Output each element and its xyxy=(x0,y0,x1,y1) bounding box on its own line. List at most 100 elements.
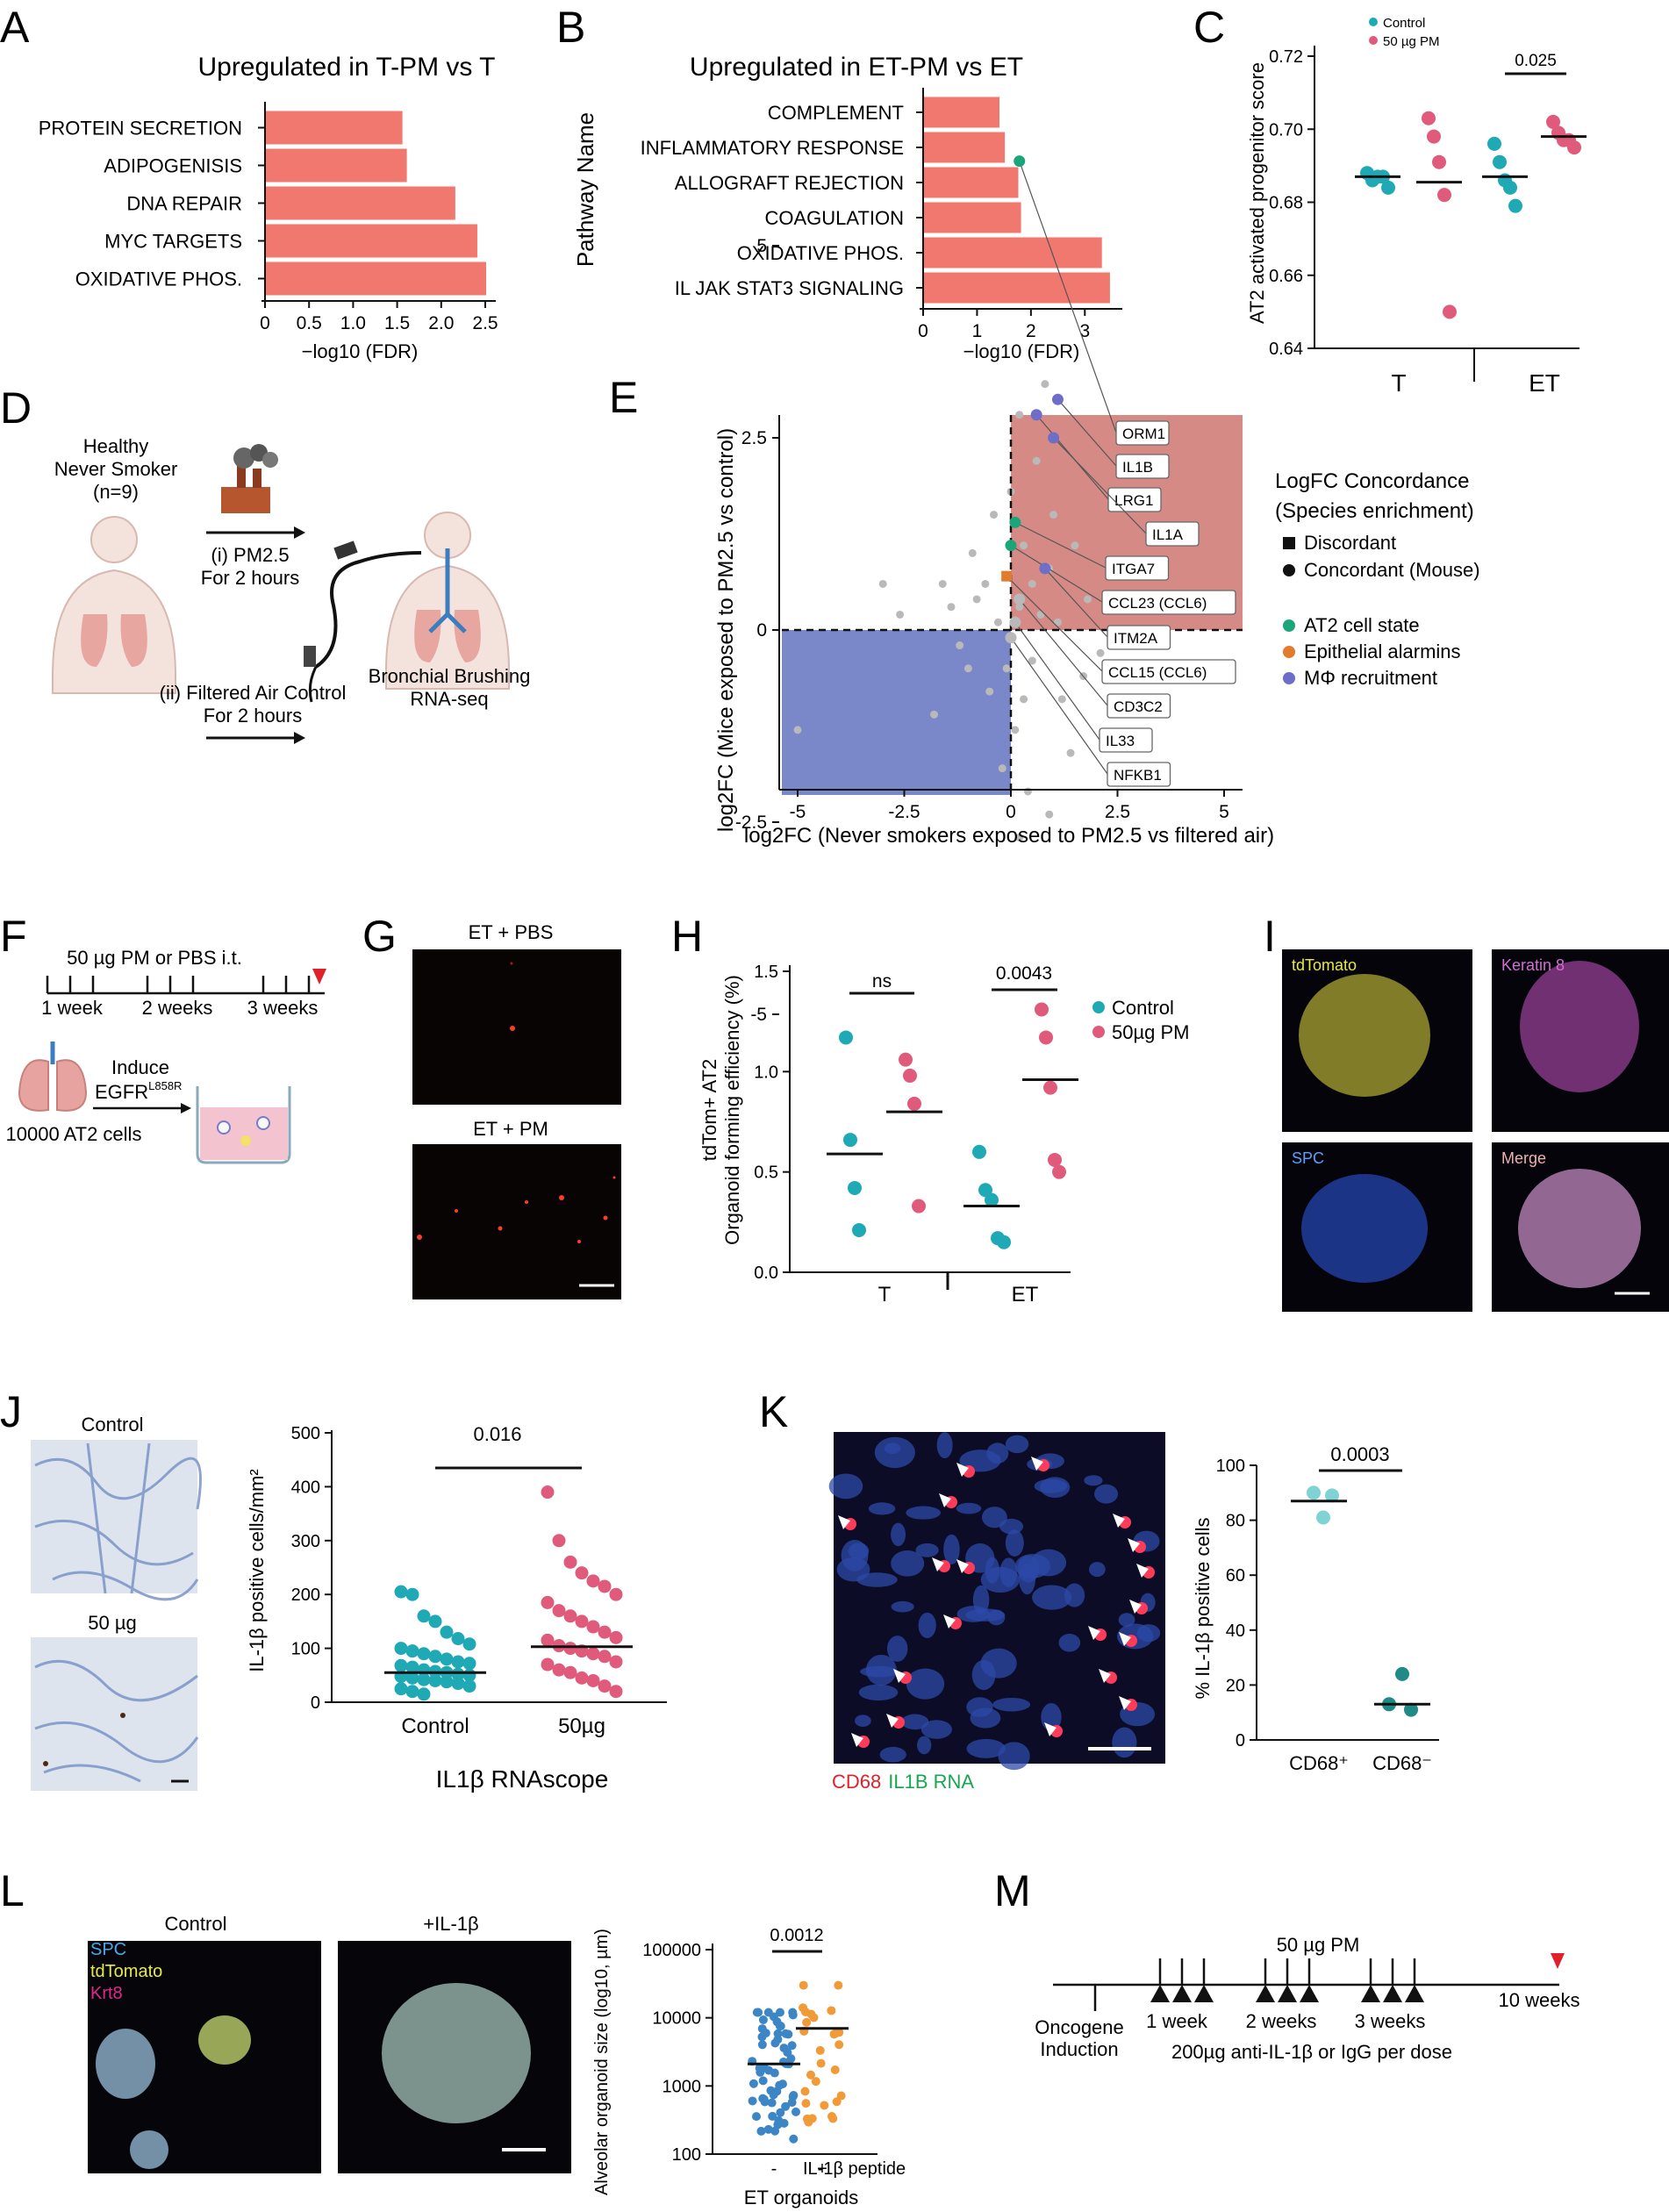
j-control-point-3 xyxy=(428,1614,442,1629)
j-control-point-13 xyxy=(462,1657,476,1671)
xtick-label-a-2: 1.0 xyxy=(340,313,366,333)
k-nucleus-59 xyxy=(956,1502,982,1514)
panel-c-ylabel: AT2 activated progenitor score xyxy=(1246,62,1268,324)
h-group-t: T xyxy=(878,1283,892,1306)
panel-d-result-line2: RNA-seq xyxy=(410,688,488,710)
j-control-point-2 xyxy=(417,1609,431,1623)
panel-f-egfr: EGFRL858R xyxy=(95,1079,182,1103)
panel-l-dot-plot: 100 1000 10000 100000 0.0012 - + xyxy=(642,1926,877,2179)
panel-label-m: M xyxy=(994,1866,1031,1915)
l-group-minus: - xyxy=(771,2159,777,2179)
l-minus-point-22 xyxy=(756,2067,765,2077)
l-minus-point-40 xyxy=(788,2008,798,2017)
panel-e-legend-alarmin: Epithelial alarmins xyxy=(1304,641,1461,662)
panel-label-i: I xyxy=(1264,912,1276,961)
k-arrowhead-icon-12 xyxy=(1088,1626,1100,1640)
c-ytick-label-1: 0.66 xyxy=(1269,267,1303,286)
k-arrowhead-icon-7 xyxy=(1128,1538,1140,1552)
l-minus-point-52 xyxy=(791,2107,800,2116)
j-pm-point-16 xyxy=(563,1642,577,1656)
j-control-point-11 xyxy=(440,1652,454,1666)
l-ytick-label-2: 10000 xyxy=(652,2009,701,2029)
panel-h-legend-pm-dot xyxy=(1092,1026,1105,1038)
e-gene-point-22 xyxy=(1041,380,1049,389)
l-plus-point-13 xyxy=(820,2101,829,2110)
k-nucleus-32 xyxy=(1084,1475,1103,1486)
k-ytick-label-3: 60 xyxy=(1226,1566,1245,1586)
panel-l-channel-spc: SPC xyxy=(90,1940,126,1959)
h-ytick-label-0: 0.0 xyxy=(754,1263,778,1283)
j-pm-point-3 xyxy=(575,1566,589,1580)
e-gene-point-16 xyxy=(968,548,977,557)
c-ytick-label-2: 0.68 xyxy=(1269,194,1303,213)
k-nucleus-23 xyxy=(1019,1563,1035,1595)
e-gene-point-14 xyxy=(1023,787,1032,796)
e-xtick-label-0: -5 xyxy=(790,802,806,822)
panel-e-xlabel: log2FC (Never smokers exposed to PM2.5 v… xyxy=(744,824,1274,848)
e-gene-marker-5 xyxy=(1005,540,1017,552)
k-nucleus-41 xyxy=(1032,1585,1072,1610)
l-minus-point-35 xyxy=(754,2008,763,2017)
e-gene-label-1: IL1B xyxy=(1122,459,1153,476)
e-gene-label-2: LRG1 xyxy=(1114,492,1153,509)
l-minus-point-59 xyxy=(772,2017,782,2027)
xtick-label-a-5: 2.5 xyxy=(472,313,498,333)
l-minus-point-57 xyxy=(783,2048,792,2058)
panel-h-legend-control-dot xyxy=(1092,1001,1105,1013)
panel-d-arrow-air-head xyxy=(294,732,305,744)
e-ytick-label-2: 0 xyxy=(756,620,767,641)
l-minus-point-27 xyxy=(758,2015,768,2024)
m-dose-triangle-icon-7 xyxy=(1383,1985,1402,2002)
panel-f-dose: 50 µg PM or PBS i.t. xyxy=(67,947,242,969)
panel-j-pm-spot xyxy=(120,1713,125,1718)
k-nucleus-52 xyxy=(886,1636,908,1662)
e-gene-point-23 xyxy=(878,579,887,588)
h-t-control-point-1 xyxy=(843,1133,857,1148)
e-gene-marker-3 xyxy=(1048,432,1060,444)
panel-l-il1b-title: +IL-1β xyxy=(423,1913,478,1935)
j-pm-point-23 xyxy=(563,1665,577,1679)
j-control-point-6 xyxy=(462,1637,476,1651)
panel-m-end: 10 weeks xyxy=(1499,1989,1580,2011)
e-gene-point-38 xyxy=(947,603,956,612)
e-gene-point-26 xyxy=(1066,748,1075,757)
k-ytick-label-5: 100 xyxy=(1216,1457,1245,1476)
j-pm-point-27 xyxy=(609,1685,623,1699)
h-t-control-point-0 xyxy=(839,1030,853,1045)
h-et-pm-point-3 xyxy=(1048,1152,1062,1167)
m-dose-triangle-icon-5 xyxy=(1300,1985,1319,2002)
j-control-point-0 xyxy=(394,1585,408,1599)
l-minus-point-25 xyxy=(757,2040,767,2050)
e-gene-point-9 xyxy=(1036,610,1045,619)
e-gene-box-3 xyxy=(1145,521,1200,547)
xtick-label-b-1: 1 xyxy=(972,321,983,341)
k-nucleus-25 xyxy=(858,1684,899,1701)
l-plus-point-21 xyxy=(834,2040,844,2050)
k-nucleus-47 xyxy=(980,1566,1020,1593)
bar-a-1 xyxy=(266,148,407,183)
c-t-pm-point-0 xyxy=(1422,111,1436,125)
h-et-pm-point-0 xyxy=(1035,1002,1049,1017)
l-minus-point-39 xyxy=(770,2038,780,2048)
xtick-label-b-3: 3 xyxy=(1079,321,1090,341)
bar-a-2 xyxy=(266,186,455,220)
m-dose-triangle-icon-6 xyxy=(1361,1985,1380,2002)
k-nucleus-44 xyxy=(998,1742,1030,1771)
c-et-pm-point-4 xyxy=(1567,140,1581,155)
l-minus-point-45 xyxy=(749,2079,758,2088)
bar-label-b-1: INFLAMMATORY RESPONSE xyxy=(641,137,904,159)
h-t-pm-point-1 xyxy=(903,1068,917,1083)
e-gene-marker-0 xyxy=(1014,155,1026,168)
j-ytick-label-0: 0 xyxy=(311,1693,320,1713)
panel-label-k: K xyxy=(759,1387,788,1436)
e-gene-point-1 xyxy=(993,618,1002,626)
l-minus-point-58 xyxy=(787,2041,797,2051)
e-gene-point-28 xyxy=(990,511,999,519)
k-arrowhead-icon-13 xyxy=(1099,1669,1111,1683)
h-t-pm-point-2 xyxy=(907,1096,921,1111)
l-plus-point-18 xyxy=(800,2087,810,2096)
j-control-point-9 xyxy=(417,1647,431,1661)
panel-c-legend-pm-dot xyxy=(1369,36,1378,45)
e-gene-point-10 xyxy=(938,579,947,588)
k-nucleus-17 xyxy=(906,1506,942,1520)
